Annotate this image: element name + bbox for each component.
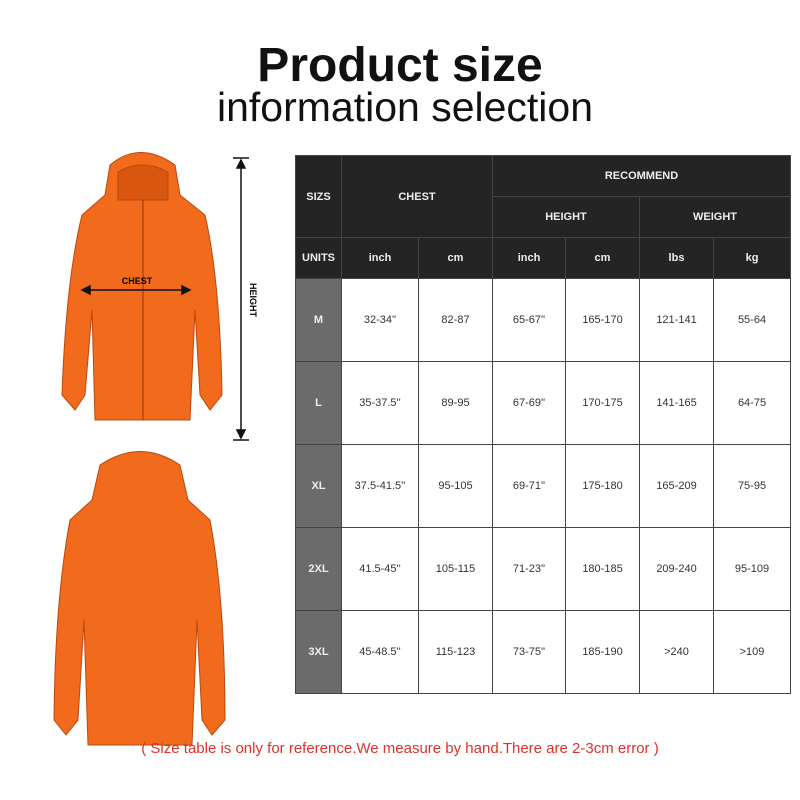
value-cell: 69-71'' <box>492 444 566 528</box>
value-cell: 95-105 <box>418 444 493 528</box>
size-header: SIZS <box>295 155 342 238</box>
value-cell: 95-109 <box>712 527 792 611</box>
jacket-back-image <box>53 451 226 746</box>
value-cell: 175-180 <box>565 444 640 528</box>
chest-label: CHEST <box>122 276 153 286</box>
disclaimer-note: ( Size table is only for reference.We me… <box>141 740 659 757</box>
height-arrow <box>233 157 249 441</box>
size-cell: 2XL <box>295 527 342 611</box>
value-cell: 65-67'' <box>492 278 566 362</box>
title: Product size <box>257 39 543 92</box>
table-row: XL 37.5-41.5'' 95-105 69-71'' 175-180 165-209… <box>295 444 792 528</box>
value-cell: 209-240 <box>639 527 714 611</box>
table-row: 3XL 45-48.5'' 115-123 73-75'' 185-190 >240 >10… <box>295 610 792 694</box>
value-cell: 89-95 <box>418 361 493 445</box>
unit-header: inch <box>492 237 566 279</box>
value-cell: 82-87 <box>418 278 493 362</box>
unit-header: inch <box>341 237 419 279</box>
units-label: UNITS <box>295 237 342 279</box>
value-cell: 41.5-45'' <box>341 527 419 611</box>
value-cell: 71-23'' <box>492 527 566 611</box>
height-header: HEIGHT <box>492 196 640 238</box>
recommend-header: RECOMMEND <box>491 155 792 197</box>
chest-header: CHEST <box>341 155 493 238</box>
value-cell: 115-123 <box>418 610 493 694</box>
value-cell: 37.5-41.5'' <box>341 444 419 528</box>
chest-arrow <box>80 284 192 296</box>
table-row: 2XL 41.5-45'' 105-115 71-23'' 180-185 209-240… <box>295 527 792 611</box>
value-cell: 165-170 <box>565 278 640 362</box>
value-cell: 32-34'' <box>341 278 419 362</box>
weight-header: WEIGHT <box>638 196 792 238</box>
value-cell: 180-185 <box>565 527 640 611</box>
table-row: L 35-37.5'' 89-95 67-69'' 170-175 141-165 64-7… <box>295 361 792 445</box>
value-cell: 55-64 <box>712 278 792 362</box>
unit-header: kg <box>712 237 792 279</box>
size-cell: 3XL <box>295 610 342 694</box>
unit-header: cm <box>565 237 640 279</box>
unit-header: lbs <box>639 237 714 279</box>
size-table: SIZS CHEST RECOMMEND HEIGHT WEIGHT UNITS inc… <box>295 155 792 694</box>
value-cell: 165-209 <box>639 444 714 528</box>
value-cell: >240 <box>639 610 714 694</box>
height-label: HEIGHT <box>248 283 258 318</box>
value-cell: 67-69'' <box>492 361 566 445</box>
value-cell: 121-141 <box>639 278 714 362</box>
value-cell: 73-75'' <box>492 610 566 694</box>
jacket-illustrations: CHEST HEIGHT <box>53 152 258 746</box>
unit-header: cm <box>418 237 493 279</box>
jacket-front-image <box>61 152 223 421</box>
value-cell: 75-95 <box>712 444 792 528</box>
value-cell: 170-175 <box>565 361 640 445</box>
value-cell: 45-48.5'' <box>341 610 419 694</box>
value-cell: 35-37.5'' <box>341 361 419 445</box>
size-cell: L <box>295 361 342 445</box>
value-cell: 105-115 <box>418 527 493 611</box>
size-cell: XL <box>295 444 342 528</box>
size-cell: M <box>295 278 342 362</box>
subtitle: information selection <box>216 84 594 130</box>
value-cell: 64-75 <box>712 361 792 445</box>
table-row: M 32-34'' 82-87 65-67'' 165-170 121-141 55-64 <box>295 278 792 362</box>
value-cell: >109 <box>712 610 792 694</box>
value-cell: 141-165 <box>639 361 714 445</box>
value-cell: 185-190 <box>565 610 640 694</box>
